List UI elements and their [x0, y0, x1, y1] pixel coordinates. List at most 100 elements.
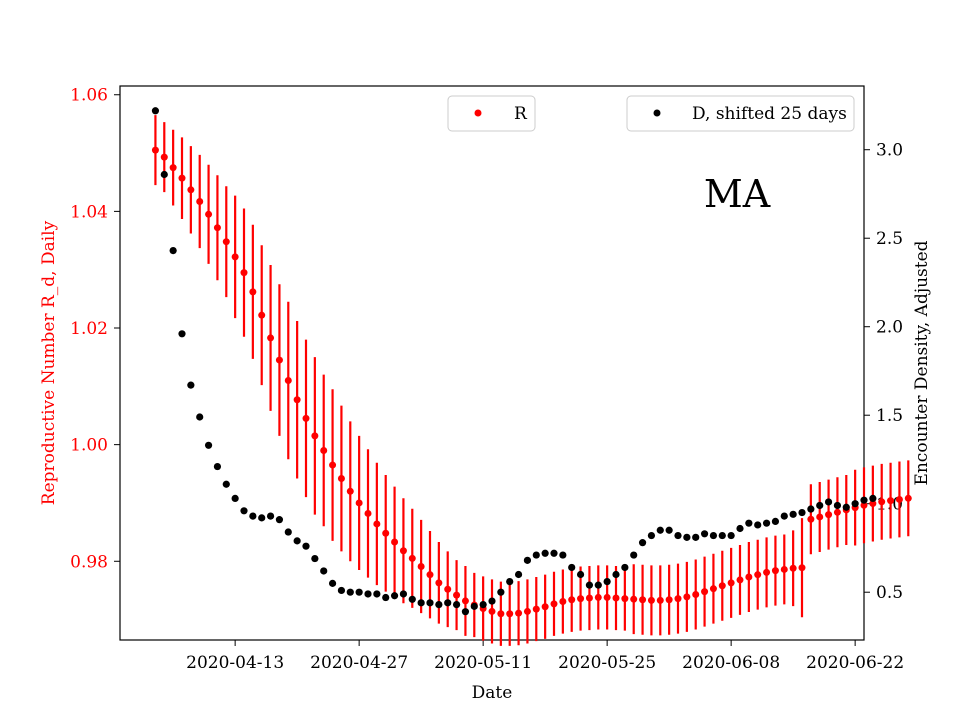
y-left-tick-label: 1.06 [70, 86, 108, 106]
r-point [895, 495, 903, 503]
r-point [745, 573, 753, 581]
r-point [196, 197, 204, 205]
r-point [709, 585, 717, 593]
r-point [532, 605, 540, 613]
series-r [151, 115, 912, 646]
d-point [452, 601, 461, 609]
d-point [435, 601, 443, 609]
r-point [780, 565, 788, 573]
r-point [399, 547, 407, 555]
d-point [328, 579, 337, 587]
y-left-tick-label: 0.98 [70, 552, 108, 572]
d-point [700, 530, 709, 538]
r-point [639, 596, 647, 604]
r-point [222, 238, 230, 246]
r-point [488, 607, 496, 615]
d-point [630, 551, 638, 559]
r-point [497, 610, 505, 618]
d-point [249, 512, 257, 520]
d-point [258, 514, 266, 522]
legend-r-box [447, 95, 536, 132]
r-point [603, 593, 611, 601]
d-point [851, 500, 859, 508]
d-point [807, 505, 815, 513]
d-point [390, 592, 399, 600]
d-point [311, 554, 319, 563]
r-point [816, 513, 824, 521]
d-point [275, 516, 284, 524]
r-point [523, 607, 531, 615]
d-point [550, 549, 558, 557]
d-point [408, 595, 416, 603]
d-point [745, 519, 753, 527]
d-point [541, 549, 549, 557]
d-point [373, 590, 381, 598]
y-right-tick-label: 1.5 [876, 406, 903, 426]
r-point [311, 432, 319, 440]
r-point [621, 595, 629, 603]
r-point [444, 585, 452, 593]
d-point [196, 413, 204, 421]
r-point [178, 174, 186, 182]
d-point [497, 588, 505, 596]
d-point [222, 480, 230, 488]
y-right-tick-label: 0.5 [876, 583, 903, 603]
x-tick-label: 2020-05-11 [434, 653, 532, 673]
d-point [293, 537, 301, 545]
y-left-tick-label: 1.04 [70, 202, 108, 222]
r-point [825, 511, 833, 519]
r-point [320, 446, 328, 454]
r-point [187, 186, 195, 194]
d-point [284, 528, 292, 536]
d-point [585, 581, 594, 589]
d-point [426, 599, 434, 607]
r-point [275, 356, 283, 364]
d-point [824, 498, 833, 506]
d-point [665, 526, 673, 534]
d-point [594, 581, 602, 589]
r-point [798, 564, 806, 572]
d-point [559, 551, 567, 559]
r-point [417, 563, 425, 571]
r-point [771, 567, 779, 575]
d-point [789, 510, 797, 518]
x-tick-label: 2020-04-27 [310, 653, 408, 673]
d-point [231, 494, 239, 503]
d-point [364, 590, 372, 598]
d-point [523, 556, 532, 564]
d-point [346, 588, 354, 596]
r-point [789, 564, 797, 572]
d-point [514, 570, 523, 579]
d-point [842, 503, 850, 511]
r-point [258, 311, 266, 319]
d-point [621, 563, 629, 572]
d-point [169, 247, 177, 255]
d-point [647, 531, 656, 540]
y-right-tick-label: 3.0 [876, 141, 903, 161]
r-point [373, 520, 381, 528]
r-point [727, 579, 735, 587]
r-point [665, 596, 673, 604]
r-point [453, 591, 461, 599]
r-point [887, 497, 895, 505]
r-point [284, 376, 292, 384]
d-point [833, 501, 842, 510]
r-point [568, 596, 576, 604]
r-point [435, 579, 443, 587]
r-point [577, 595, 585, 603]
d-point [266, 512, 275, 520]
d-point [683, 533, 691, 541]
r-point [293, 396, 301, 404]
d-point [178, 330, 186, 338]
r-point [541, 603, 549, 611]
r-point [346, 487, 354, 495]
d-point [780, 512, 788, 520]
r-point [515, 609, 523, 617]
r-point [754, 571, 762, 579]
r-point [408, 554, 416, 562]
x-tick-label: 2020-05-25 [558, 653, 656, 673]
d-point [736, 524, 744, 533]
y-axis-left-label: Reproductive Number R_d, Daily [39, 220, 59, 505]
r-point [647, 596, 655, 604]
